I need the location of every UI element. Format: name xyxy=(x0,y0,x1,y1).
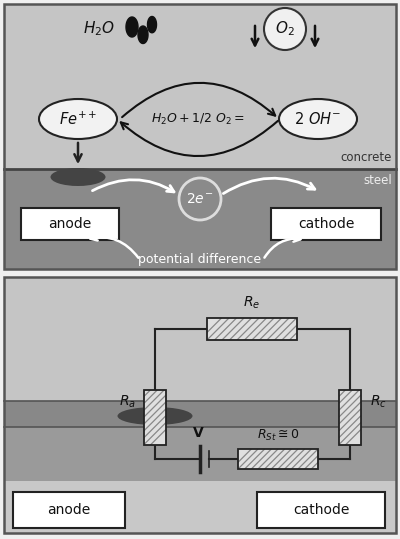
Text: $2\ OH^{-}$: $2\ OH^{-}$ xyxy=(294,111,342,127)
Text: V: V xyxy=(193,426,203,440)
Bar xyxy=(4,401,396,427)
Text: steel: steel xyxy=(363,174,392,187)
Bar xyxy=(207,318,297,340)
Bar xyxy=(144,390,166,445)
Text: potential difference: potential difference xyxy=(138,252,262,266)
FancyBboxPatch shape xyxy=(13,492,125,528)
Bar xyxy=(4,4,396,169)
Text: cathode: cathode xyxy=(298,217,354,231)
Bar xyxy=(207,318,297,340)
Text: $O_2$: $O_2$ xyxy=(275,19,295,38)
Bar xyxy=(4,169,396,269)
Text: $H_2O$: $H_2O$ xyxy=(83,19,115,38)
Ellipse shape xyxy=(50,168,106,186)
Bar xyxy=(4,4,396,269)
Text: anode: anode xyxy=(48,217,92,231)
Text: $2e^{-}$: $2e^{-}$ xyxy=(186,192,214,206)
Bar xyxy=(4,277,396,533)
Text: $R_{St} \cong 0$: $R_{St} \cong 0$ xyxy=(257,428,299,443)
FancyBboxPatch shape xyxy=(257,492,385,528)
Bar xyxy=(4,277,396,409)
Bar xyxy=(339,390,361,445)
Bar xyxy=(4,481,396,533)
Bar xyxy=(4,427,396,484)
Polygon shape xyxy=(126,17,138,37)
Polygon shape xyxy=(138,26,148,44)
Bar xyxy=(144,390,166,445)
Text: cathode: cathode xyxy=(293,503,349,517)
Text: $R_c$: $R_c$ xyxy=(370,394,386,410)
Text: $H_2O + 1/2\ O_2 =$: $H_2O + 1/2\ O_2 =$ xyxy=(151,112,245,127)
Ellipse shape xyxy=(279,99,357,139)
Bar xyxy=(339,390,361,445)
Bar xyxy=(0,0,400,4)
Circle shape xyxy=(264,8,306,50)
Text: anode: anode xyxy=(47,503,91,517)
Circle shape xyxy=(179,178,221,220)
Ellipse shape xyxy=(39,99,117,139)
FancyBboxPatch shape xyxy=(21,208,119,240)
Ellipse shape xyxy=(118,407,192,425)
Bar xyxy=(238,449,318,469)
Text: concrete: concrete xyxy=(341,151,392,164)
Polygon shape xyxy=(148,17,156,33)
Text: $R_e$: $R_e$ xyxy=(243,295,261,311)
Bar xyxy=(238,449,318,469)
Text: $Fe^{++}$: $Fe^{++}$ xyxy=(59,110,97,128)
Text: $R_a$: $R_a$ xyxy=(118,394,136,410)
FancyBboxPatch shape xyxy=(271,208,381,240)
